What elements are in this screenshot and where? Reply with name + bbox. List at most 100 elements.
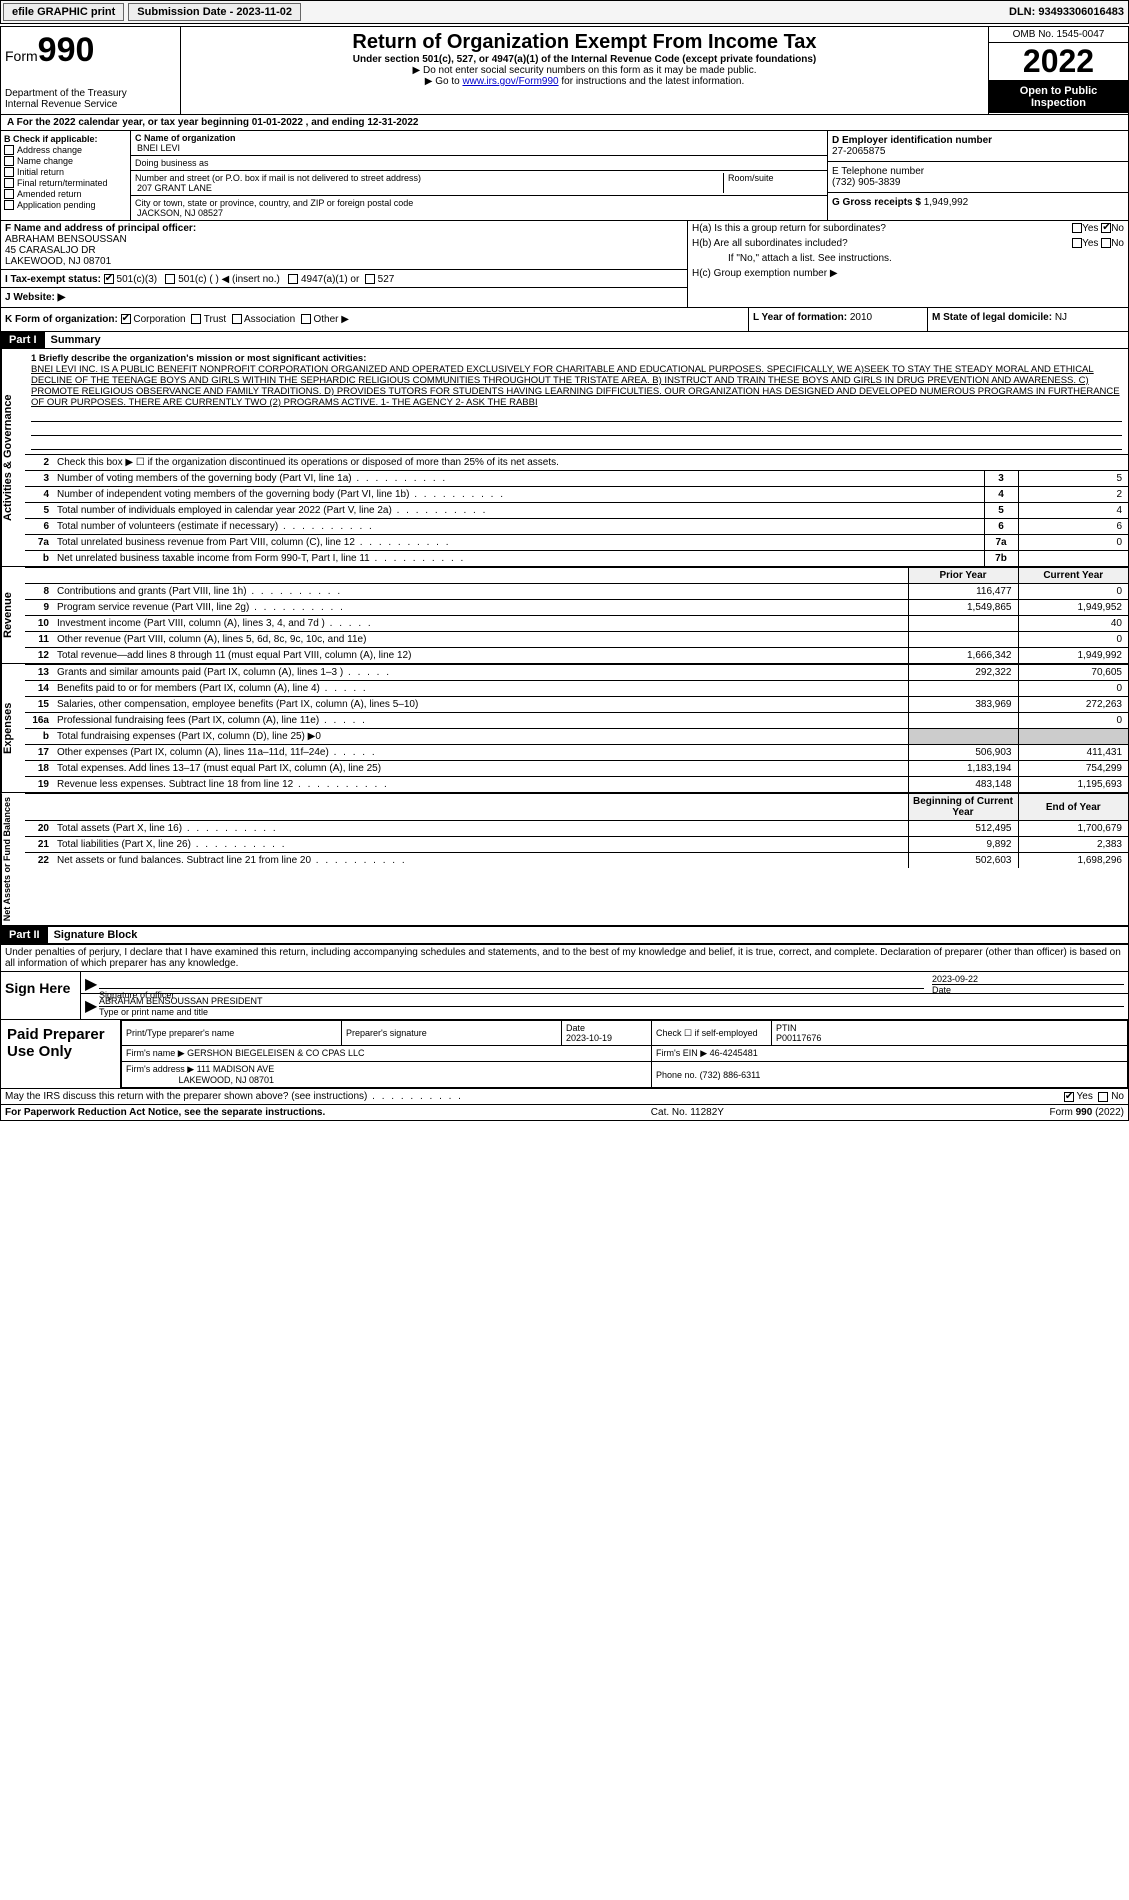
officer-name: ABRAHAM BENSOUSSAN — [5, 234, 683, 245]
sig-arrow2-icon: ▶ — [85, 996, 99, 1017]
sig-arrow-icon: ▶ — [85, 974, 99, 991]
lbl-4947: 4947(a)(1) or — [301, 274, 359, 285]
rev-table: Prior YearCurrent Year 8Contributions an… — [25, 567, 1128, 663]
sig-name-lbl: Type or print name and title — [99, 1006, 1124, 1017]
row-a-calendar: A For the 2022 calendar year, or tax yea… — [1, 115, 1128, 131]
r17cy: 411,431 — [1018, 745, 1128, 761]
r2: Check this box ▶ ☐ if the organization d… — [53, 455, 1128, 471]
r7ad: Total unrelated business revenue from Pa… — [53, 535, 984, 551]
r16bpy — [908, 729, 1018, 745]
officer-addr2: LAKEWOOD, NJ 08701 — [5, 256, 683, 267]
i-lbl: I Tax-exempt status: — [5, 274, 101, 285]
chk-pending[interactable] — [4, 200, 14, 210]
r12py: 1,666,342 — [908, 648, 1018, 664]
r19d: Revenue less expenses. Subtract line 18 … — [53, 777, 908, 793]
chk-501c3[interactable] — [104, 274, 114, 284]
col-deg: D Employer identification number27-20658… — [828, 131, 1128, 220]
ein: 27-2065875 — [832, 146, 1124, 157]
hb-yes-lbl: Yes — [1082, 238, 1098, 249]
r19py: 483,148 — [908, 777, 1018, 793]
lbl-initial: Initial return — [17, 167, 64, 177]
firm-addr2: LAKEWOOD, NJ 08701 — [179, 1075, 275, 1085]
col-h: H(a) Is this a group return for subordin… — [688, 221, 1128, 307]
d-lbl: D Employer identification number — [832, 135, 1124, 146]
discuss-yes[interactable] — [1064, 1092, 1074, 1102]
chk-final[interactable] — [4, 178, 14, 188]
hb-note: If "No," attach a list. See instructions… — [688, 251, 1128, 266]
l-lbl: L Year of formation: — [753, 312, 847, 323]
prep-date: 2023-10-19 — [566, 1033, 612, 1043]
r12n: 12 — [25, 648, 53, 664]
firm-lbl: Firm's name ▶ — [126, 1048, 185, 1058]
r14cy: 0 — [1018, 681, 1128, 697]
chk-4947[interactable] — [288, 274, 298, 284]
r21d: Total liabilities (Part X, line 26) — [53, 837, 908, 853]
r16bd: Total fundraising expenses (Part IX, col… — [53, 729, 908, 745]
r16bn: b — [25, 729, 53, 745]
r15d: Salaries, other compensation, employee b… — [53, 697, 908, 713]
r13n: 13 — [25, 665, 53, 681]
r4n: 4 — [25, 487, 53, 503]
r5d: Total number of individuals employed in … — [53, 503, 984, 519]
state-domicile: NJ — [1055, 312, 1067, 323]
r20cy: 1,700,679 — [1018, 821, 1128, 837]
omb-no: OMB No. 1545-0047 — [989, 27, 1128, 43]
efile-print-btn[interactable]: efile GRAPHIC print — [3, 3, 124, 21]
r21py: 9,892 — [908, 837, 1018, 853]
part2-title: Signature Block — [48, 927, 144, 943]
chk-other[interactable] — [301, 314, 311, 324]
lbl-pending: Application pending — [17, 200, 96, 210]
ha-no[interactable] — [1101, 223, 1111, 233]
r10py — [908, 616, 1018, 632]
note-ssn: ▶ Do not enter social security numbers o… — [185, 65, 984, 76]
c-city-lbl: City or town, state or province, country… — [135, 198, 413, 208]
r19n: 19 — [25, 777, 53, 793]
r13cy: 70,605 — [1018, 665, 1128, 681]
discuss-no[interactable] — [1098, 1092, 1108, 1102]
chk-name[interactable] — [4, 156, 14, 166]
ein-lbl: Firm's EIN ▶ — [656, 1048, 707, 1058]
prep-c4: Check ☐ if self-employed — [652, 1021, 772, 1046]
hb-yes[interactable] — [1072, 238, 1082, 248]
col-c: C Name of organizationBNEI LEVI Doing bu… — [131, 131, 828, 220]
r10d: Investment income (Part VIII, column (A)… — [53, 616, 908, 632]
r7bv — [1018, 551, 1128, 567]
ha-yes-lbl: Yes — [1082, 223, 1098, 234]
hb-no[interactable] — [1101, 238, 1111, 248]
lbl-assoc: Association — [244, 314, 295, 325]
hdr-boy: Beginning of Current Year — [908, 794, 1018, 821]
chk-amended[interactable] — [4, 189, 14, 199]
r13py: 292,322 — [908, 665, 1018, 681]
col-l: L Year of formation: 2010 — [748, 308, 928, 331]
r15n: 15 — [25, 697, 53, 713]
form-title: Return of Organization Exempt From Incom… — [185, 31, 984, 54]
r10n: 10 — [25, 616, 53, 632]
r7bn: b — [25, 551, 53, 567]
r12cy: 1,949,992 — [1018, 648, 1128, 664]
chk-assoc[interactable] — [232, 314, 242, 324]
form-990: Form990 Department of the Treasury Inter… — [0, 26, 1129, 1121]
r8py: 116,477 — [908, 584, 1018, 600]
form-subtitle: Under section 501(c), 527, or 4947(a)(1)… — [185, 54, 984, 65]
r21cy: 2,383 — [1018, 837, 1128, 853]
lbl-501c: 501(c) ( ) ◀ (insert no.) — [178, 274, 280, 285]
r9n: 9 — [25, 600, 53, 616]
chk-address[interactable] — [4, 145, 14, 155]
chk-501c[interactable] — [165, 274, 175, 284]
lbl-527: 527 — [378, 274, 395, 285]
form-label: Form — [5, 48, 38, 64]
chk-initial[interactable] — [4, 167, 14, 177]
chk-trust[interactable] — [191, 314, 201, 324]
chk-corp[interactable] — [121, 314, 131, 324]
lbl-final: Final return/terminated — [17, 178, 108, 188]
r18py: 1,183,194 — [908, 761, 1018, 777]
discuss-lbl: May the IRS discuss this return with the… — [5, 1091, 463, 1102]
r22py: 502,603 — [908, 853, 1018, 869]
r4v: 2 — [1018, 487, 1128, 503]
footer-mid: Cat. No. 11282Y — [651, 1107, 724, 1118]
irs-link[interactable]: www.irs.gov/Form990 — [462, 76, 558, 87]
ha-yes[interactable] — [1072, 223, 1082, 233]
header-left: Form990 Department of the Treasury Inter… — [1, 27, 181, 114]
chk-527[interactable] — [365, 274, 375, 284]
r4d: Number of independent voting members of … — [53, 487, 984, 503]
